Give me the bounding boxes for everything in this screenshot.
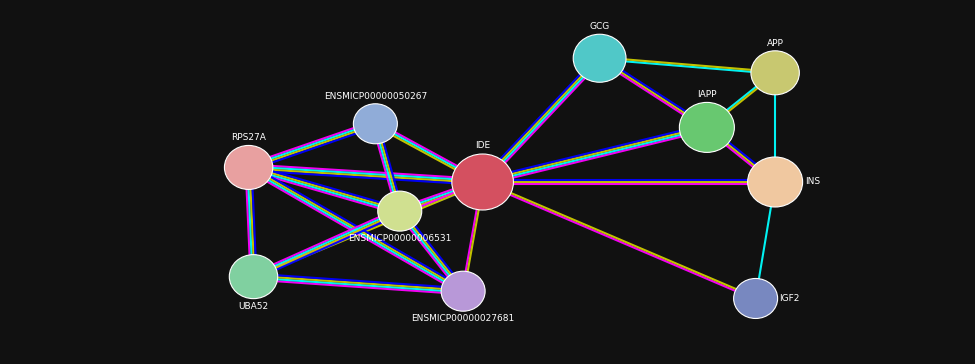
Text: IDE: IDE [475,141,490,150]
Ellipse shape [680,102,734,153]
Ellipse shape [224,146,273,189]
Ellipse shape [441,271,486,311]
Ellipse shape [451,154,514,210]
Text: IGF2: IGF2 [780,294,800,303]
Text: ENSMICP00000050267: ENSMICP00000050267 [324,92,427,101]
Text: INS: INS [805,178,820,186]
Ellipse shape [377,191,422,231]
Ellipse shape [229,255,278,298]
Ellipse shape [573,34,626,82]
Text: GCG: GCG [590,21,609,31]
Text: RPS27A: RPS27A [231,133,266,142]
Ellipse shape [751,51,799,95]
Text: UBA52: UBA52 [239,302,268,311]
Ellipse shape [748,157,802,207]
Text: APP: APP [766,39,784,47]
Ellipse shape [733,278,778,318]
Text: ENSMICP00000006531: ENSMICP00000006531 [348,234,451,243]
Text: ENSMICP00000027681: ENSMICP00000027681 [411,314,515,323]
Ellipse shape [353,104,398,144]
Text: IAPP: IAPP [697,90,717,99]
